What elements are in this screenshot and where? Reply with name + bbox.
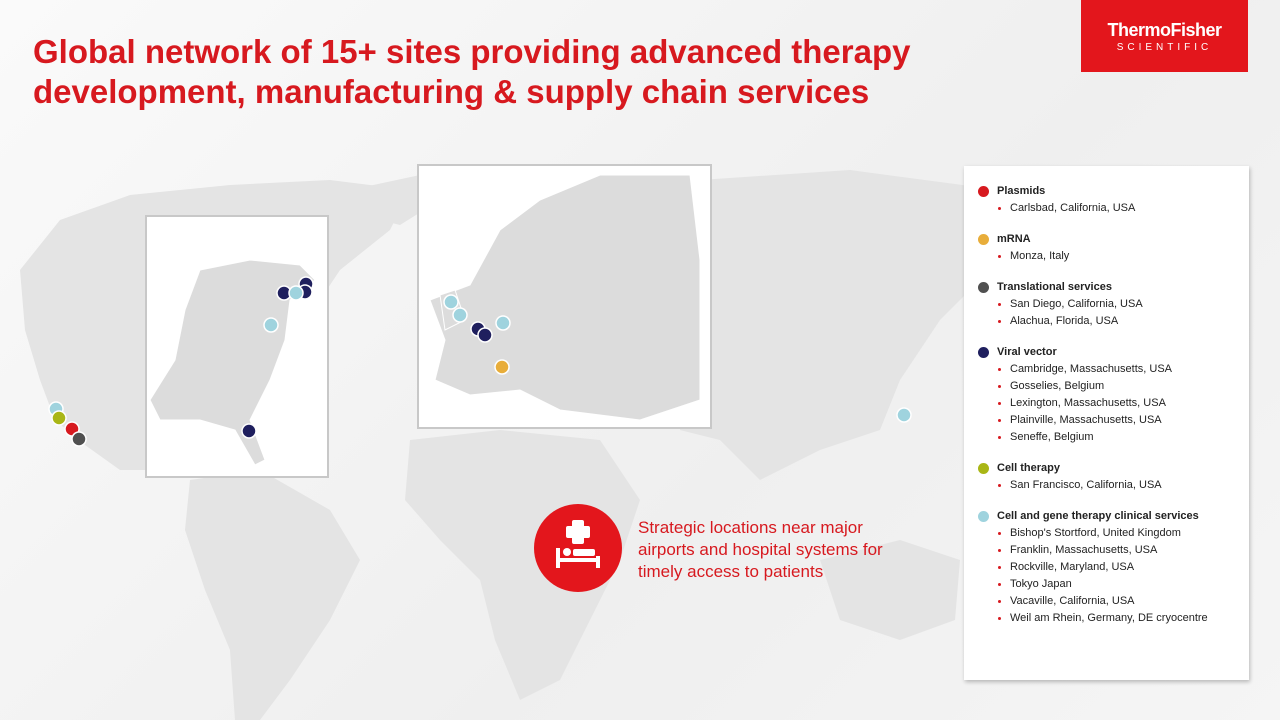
legend-name: Cell therapy: [997, 462, 1060, 474]
legend-name: Plasmids: [997, 185, 1046, 197]
europe-map: [429, 174, 701, 421]
logo-text: ThermoFisher: [1107, 20, 1222, 40]
legend-name: Viral vector: [997, 346, 1057, 358]
title-line: Global network of 15+ sites providing ad…: [33, 33, 911, 70]
us-east-map: [149, 259, 316, 466]
legend-site: Plainville, Massachusetts, USA: [998, 414, 1249, 431]
site-marker: [896, 407, 912, 423]
legend-name: Cell and gene therapy clinical services: [997, 510, 1199, 522]
africa: [405, 430, 640, 700]
legend-site: Bishop's Stortford, United Kingdom: [998, 527, 1249, 544]
legend-group: Viral vector Cambridge, Massachusetts, US…: [978, 346, 1249, 448]
australia: [820, 540, 960, 640]
site-marker: [263, 317, 279, 333]
callout: Strategic locations near major airports …: [638, 517, 883, 583]
callout-line: airports and hospital systems for: [638, 540, 883, 559]
asia: [680, 170, 1000, 480]
legend-name: mRNA: [997, 233, 1031, 245]
site-marker: [452, 307, 468, 323]
callout-line: timely access to patients: [638, 562, 824, 581]
bed-icon: [556, 520, 600, 568]
legend-site: Monza, Italy: [998, 250, 1249, 267]
legend-dot: [978, 282, 989, 293]
site-marker: [443, 294, 459, 310]
callout-line: Strategic locations near major: [638, 518, 863, 537]
legend-dot: [978, 234, 989, 245]
legend-site: Franklin, Massachusetts, USA: [998, 544, 1249, 561]
legend-site: Carlsbad, California, USA: [998, 202, 1249, 219]
legend-site: Lexington, Massachusetts, USA: [998, 397, 1249, 414]
legend-name: Translational services: [997, 281, 1112, 293]
legend-site: Cambridge, Massachusetts, USA: [998, 363, 1249, 380]
site-marker: [71, 431, 87, 447]
site-marker: [241, 423, 257, 439]
site-marker: [495, 315, 511, 331]
legend-group: Translational services San Diego, Califor…: [978, 281, 1249, 332]
legend-site: Tokyo Japan: [998, 578, 1249, 595]
south-america: [185, 470, 360, 720]
logo: ThermoFisher SCIENTIFIC: [1081, 0, 1248, 72]
title-line: development, manufacturing & supply chai…: [33, 73, 870, 110]
site-marker: [477, 327, 493, 343]
legend-site: Seneffe, Belgium: [998, 431, 1249, 448]
legend-site: Gosselies, Belgium: [998, 380, 1249, 397]
legend-site: San Diego, California, USA: [998, 298, 1249, 315]
legend-group: mRNA Monza, Italy: [978, 233, 1249, 267]
legend-site: Weil am Rhein, Germany, DE cryocentre: [998, 612, 1249, 629]
legend-group: Plasmids Carlsbad, California, USA: [978, 185, 1249, 219]
legend: Plasmids Carlsbad, California, USA mRNA Mon…: [964, 166, 1249, 680]
legend-dot: [978, 347, 989, 358]
legend-site: Rockville, Maryland, USA: [998, 561, 1249, 578]
site-markers: [48, 276, 912, 447]
site-marker: [494, 359, 510, 375]
site-marker: [51, 410, 67, 426]
legend-dot: [978, 511, 989, 522]
legend-site: Vacaville, California, USA: [998, 595, 1249, 612]
legend-group: Cell and gene therapy clinical services B…: [978, 510, 1249, 629]
site-marker: [288, 285, 304, 301]
callout-icon: [534, 504, 622, 592]
legend-dot: [978, 186, 989, 197]
legend-dot: [978, 463, 989, 474]
legend-site: Alachua, Florida, USA: [998, 315, 1249, 332]
legend-site: San Francisco, California, USA: [998, 479, 1249, 496]
legend-group: Cell therapy San Francisco, California, U…: [978, 462, 1249, 496]
title: Global network of 15+ sites providing ad…: [33, 32, 910, 112]
logo-subtext: SCIENTIFIC: [1116, 42, 1213, 53]
